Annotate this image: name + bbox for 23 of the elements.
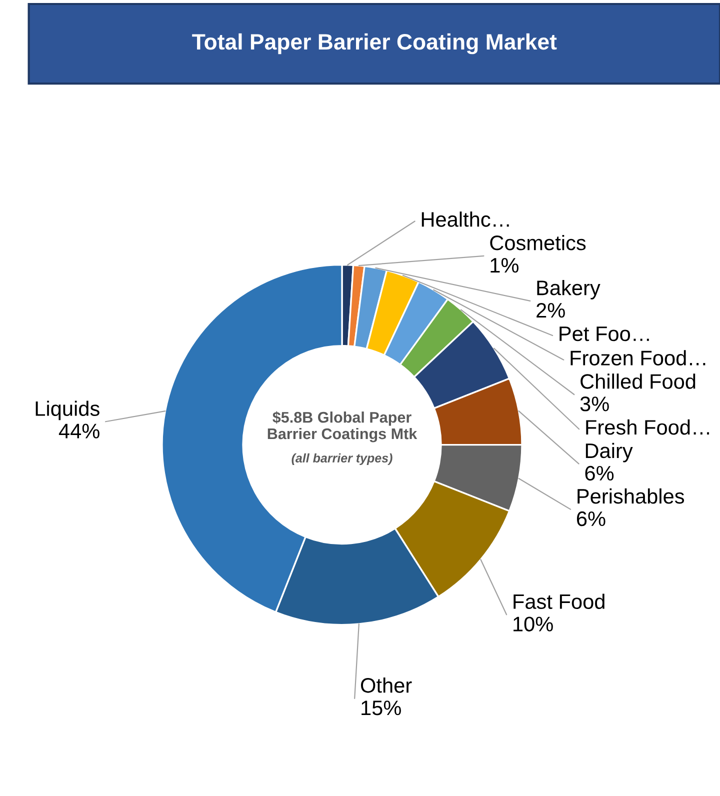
slice-label: Pet Foo…	[560, 326, 649, 342]
data-label: 10%	[514, 616, 553, 632]
slice-label: Other	[360, 678, 412, 693]
slice-label: Fresh Food…	[586, 419, 710, 435]
chart-title: Total Paper Barrier Coating Market	[192, 33, 557, 54]
slice-label: Perishables	[578, 488, 684, 504]
slice-label: Chilled Food	[580, 374, 696, 389]
slice-label: Fast Food	[514, 594, 604, 610]
slice-label: Cosmetics	[490, 234, 586, 250]
slice-label: Bakery	[537, 280, 600, 300]
slice-label: Healthc…	[422, 212, 509, 227]
slice-label: Dairy	[586, 442, 633, 462]
data-label: 2%	[536, 302, 565, 318]
text: (all barrier types)	[292, 453, 392, 466]
text: $5.8B Global Paper Barrier Coatings Mtk	[268, 411, 418, 442]
data-label: 44%	[58, 424, 100, 438]
data-label: 3%	[580, 396, 609, 412]
slice-label: Frozen Food…	[570, 350, 706, 366]
data-label: 1%	[490, 258, 518, 273]
data-label: 6%	[585, 466, 614, 481]
slice-label: Liquids	[36, 400, 100, 420]
data-label: 6%	[576, 511, 606, 526]
data-label: 15%	[362, 700, 401, 716]
